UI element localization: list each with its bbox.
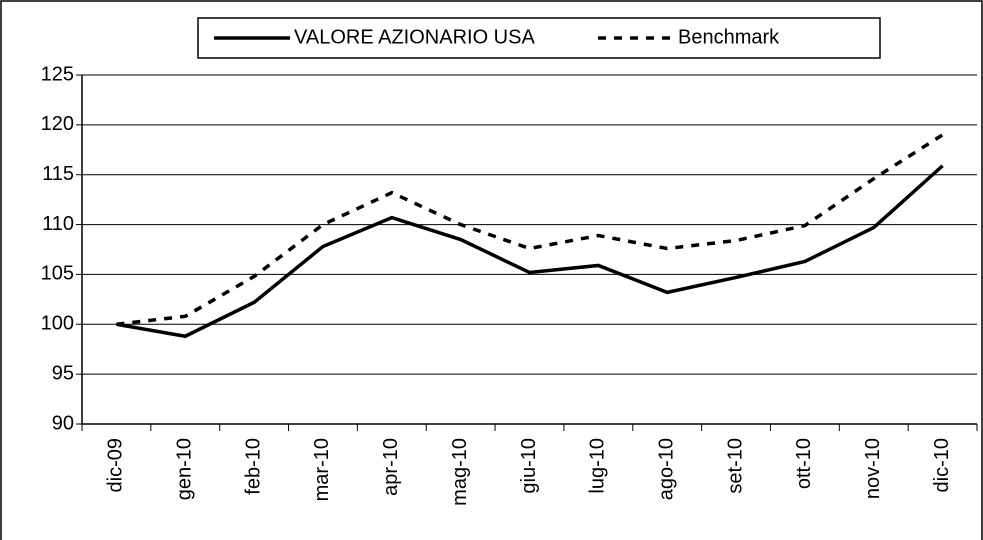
x-tick-label: mag-10: [449, 438, 471, 506]
x-tick-label: mar-10: [311, 438, 333, 501]
x-tick-label: ott-10: [793, 438, 815, 489]
legend-label: Benchmark: [678, 26, 780, 48]
y-tick-label: 100: [41, 313, 74, 335]
x-tick-label: gen-10: [174, 438, 196, 500]
x-tick-label: dic-10: [931, 438, 953, 492]
y-tick-label: 110: [42, 213, 74, 235]
x-tick-label: lug-10: [587, 438, 609, 494]
series-line: [116, 164, 944, 339]
y-tick-label: 105: [41, 263, 74, 285]
x-tick-label: apr-10: [380, 438, 402, 496]
x-tick-label: nov-10: [862, 438, 884, 499]
y-tick-label: 120: [41, 113, 74, 135]
y-tick-label: 95: [52, 362, 74, 384]
y-tick-label: 125: [41, 63, 74, 85]
x-tick-label: feb-10: [242, 438, 264, 495]
y-tick-label: 115: [42, 163, 74, 185]
legend-box: [197, 17, 881, 59]
x-tick-label: dic-09: [105, 438, 127, 492]
y-tick-label: 90: [52, 412, 74, 434]
legend-label: VALORE AZIONARIO USA: [294, 26, 535, 48]
series-line: [116, 133, 944, 327]
x-tick-label: giu-10: [518, 438, 540, 494]
x-tick-label: ago-10: [655, 438, 677, 500]
x-tick-label: set-10: [724, 438, 746, 494]
